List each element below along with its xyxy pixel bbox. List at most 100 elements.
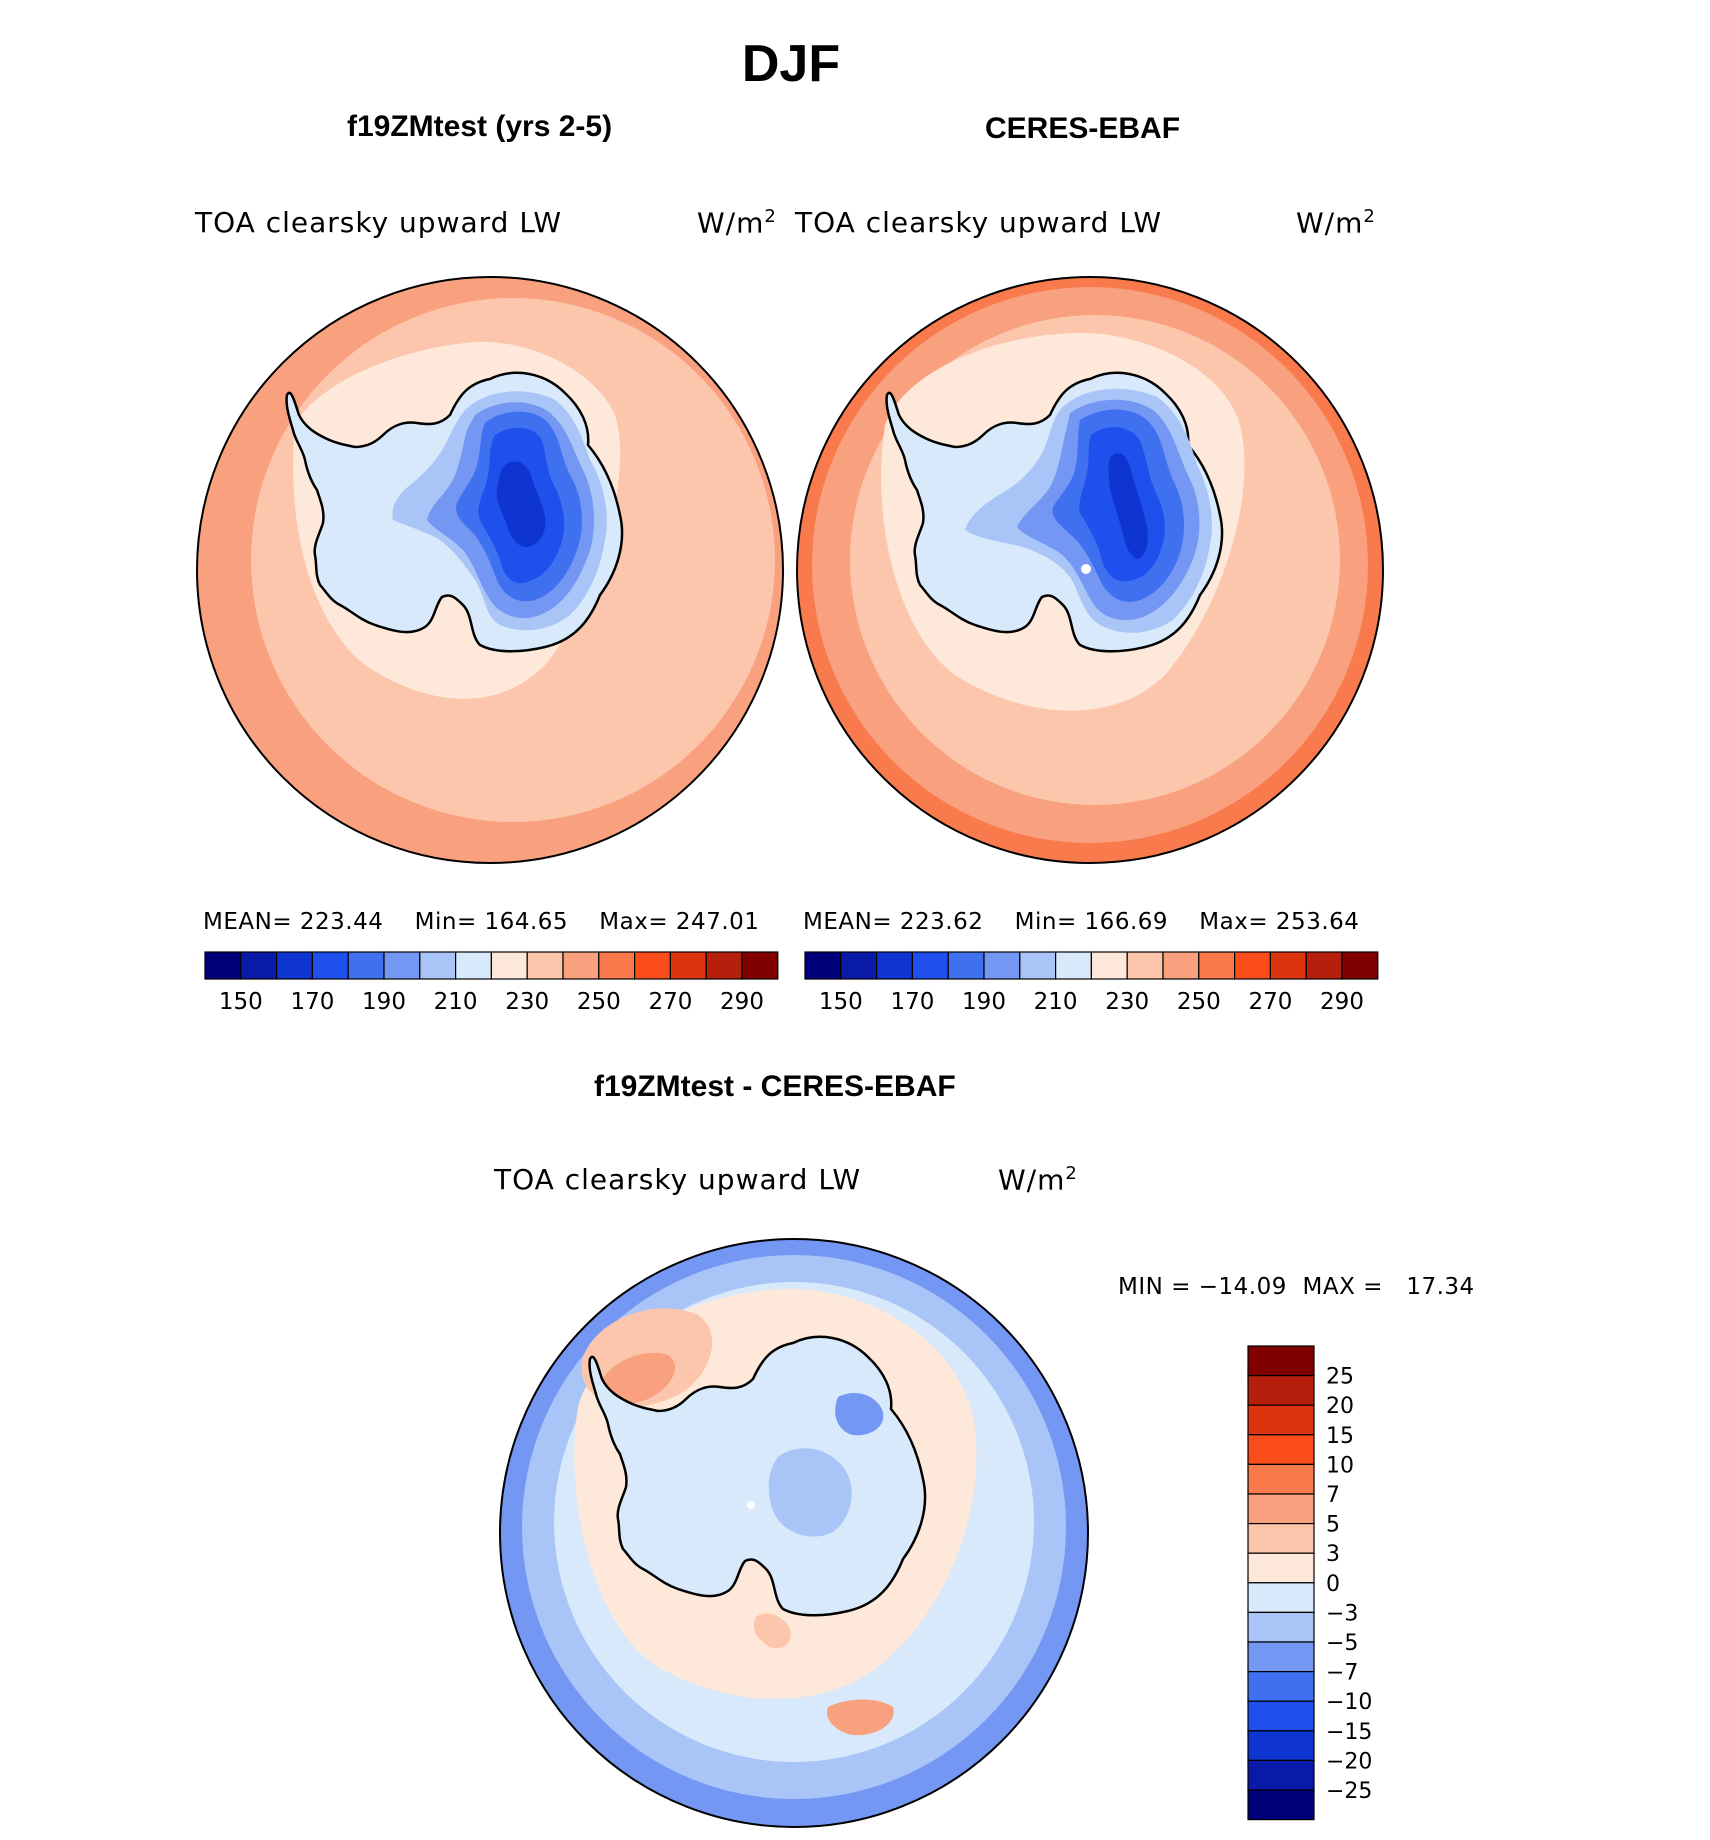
panel-2-units: W/m2 [1296,206,1376,240]
colorbar-2-tick-label: 210 [1034,989,1078,1015]
colorbar-1-tick-label: 270 [648,989,692,1015]
colorbar-2-swatch [1162,951,1200,980]
colorbar-1-swatch [490,951,528,980]
colorbar-2-tick-label: 190 [962,989,1006,1015]
panel-2-max: 253.64 [1275,909,1360,935]
colorbar-difference-tick-label: −25 [1326,1779,1372,1804]
ice-sheet-core [496,461,546,547]
colorbar-1-swatch [240,951,278,980]
colorbar-2-swatch [1234,951,1272,980]
colorbar-difference-tick-label: 25 [1326,1365,1354,1390]
panel-1-units: W/m2 [697,206,777,240]
panel-3-subtitle: f19ZMtest - CERES-EBAF [594,1070,956,1103]
colorbar-2-swatch [1055,951,1093,980]
colorbar-1-tick-label: 170 [290,989,334,1015]
colorbar-1-swatch [383,951,421,980]
colorbar-1-tick-label: 190 [362,989,406,1015]
colorbar-1-swatch [741,951,779,980]
colorbar-1-tick-label: 230 [505,989,549,1015]
colorbar-2-tick-label: 250 [1177,989,1221,1015]
colorbar-difference-swatch [1247,1552,1315,1584]
island-marker [276,345,282,351]
map-2-border [796,276,1384,864]
colorbar-difference-tick-label: −3 [1326,1601,1358,1626]
page-title: DJF [741,35,841,93]
colorbar-difference-swatch [1247,1759,1315,1791]
colorbar-difference-swatch [1247,1434,1315,1466]
colorbar-difference-swatch [1247,1789,1315,1821]
colorbar-difference-tick-label: 15 [1326,1424,1354,1449]
panel-1-stats: MEAN= 223.44 Min= 164.65 Max= 247.01 [203,909,760,935]
colorbar-2-swatch [840,951,878,980]
panel-1-mean: 223.44 [299,909,384,935]
colorbar-1-tick-label: 150 [219,989,263,1015]
colorbar-difference-swatch [1247,1582,1315,1614]
colorbar-1-tick-label: 250 [577,989,621,1015]
map-3-border [499,1238,1089,1828]
colorbar-difference-swatch [1247,1730,1315,1761]
peninsula-warm-core [598,1352,676,1404]
colorbar-1-swatch [419,951,457,980]
panel-1-min: 164.65 [484,909,569,935]
panel-2-mean: 223.62 [899,909,984,935]
colorbar-2-swatch [1305,951,1343,980]
colorbar-1-swatch [598,951,636,980]
colorbar-difference-tick-label: −5 [1326,1631,1358,1656]
panel-3-units: W/m2 [998,1163,1078,1197]
colorbar-1-swatch [562,951,600,980]
colorbar-difference-tick-label: 7 [1326,1483,1340,1508]
colorbar-difference-swatch [1247,1671,1315,1702]
panel-1-subtitle: f19ZMtest (yrs 2-5) [347,110,613,143]
map-panel-2 [796,276,1384,864]
colorbar-2-tick-label: 170 [890,989,934,1015]
colorbar-1-swatch [669,951,707,980]
pole-marker [747,1501,755,1509]
colorbar-difference: 25 20 15 10 7 5 3 0 −3 −5 −7 −10 −15 −20 −25 [1247,1345,1372,1821]
colorbar-difference-tick-label: −15 [1326,1720,1372,1745]
colorbar-2-swatch [1019,951,1057,980]
colorbar-2-tick-label: 290 [1320,989,1364,1015]
colorbar-difference-tick-label: −7 [1326,1661,1358,1686]
panel-3-max: 17.34 [1406,1274,1475,1300]
ice-sheet-core [1108,453,1148,559]
colorbar-2-swatch [1341,951,1379,980]
colorbar-2-swatch [1269,951,1307,980]
colorbar-1-swatch [347,951,385,980]
colorbar-difference-swatch [1247,1375,1315,1406]
colorbar-1-swatch [455,951,493,980]
colorbar-difference-swatch [1247,1463,1315,1495]
colorbar-1-tick-label: 290 [720,989,764,1015]
colorbar-difference-tick-label: −10 [1326,1690,1372,1715]
colorbar-difference-tick-label: −20 [1326,1749,1372,1774]
colorbar-1-swatch [204,951,242,980]
colorbar-2-tick-label: 270 [1248,989,1292,1015]
panel-1-variable-label: TOA clearsky upward LW [195,206,563,239]
colorbar-2-swatch [1126,951,1164,980]
shelf-warm-anomaly [753,1613,791,1649]
colorbar-difference-swatch [1247,1641,1315,1673]
interior-cool-streak [835,1392,884,1436]
colorbar-2-swatch [911,951,949,980]
colorbar-difference-swatch [1247,1493,1315,1525]
map-panel-1 [196,276,784,864]
colorbar-2-swatch [947,951,985,980]
colorbar-difference-tick-label: 0 [1326,1572,1340,1597]
pole-marker [1081,564,1091,574]
colorbar-1-swatch [634,951,672,980]
panel-2-stats: MEAN= 223.62 Min= 166.69 Max= 253.64 [803,909,1360,935]
colorbar-difference-swatch [1247,1345,1315,1377]
map-1-border [196,276,784,864]
colorbar-panel-2: 150 170 190 210 230 250 270 290 [804,951,1379,1015]
colorbar-2-tick-label: 230 [1105,989,1149,1015]
panel-3-stats: MIN = −14.09 MAX = 17.34 [1118,1274,1475,1300]
colorbar-2-swatch [1090,951,1128,980]
colorbar-1-swatch [275,951,313,980]
interior-cool-anomaly [768,1448,852,1537]
colorbar-difference-swatch [1247,1700,1315,1732]
colorbar-1-tick-label: 210 [434,989,478,1015]
colorbar-difference-tick-label: 10 [1326,1453,1354,1478]
panel-3-variable-label: TOA clearsky upward LW [494,1163,862,1196]
colorbar-difference-swatch [1247,1404,1315,1436]
colorbar-difference-tick-label: 20 [1326,1394,1354,1419]
panel-3-min: −14.09 [1198,1274,1287,1300]
